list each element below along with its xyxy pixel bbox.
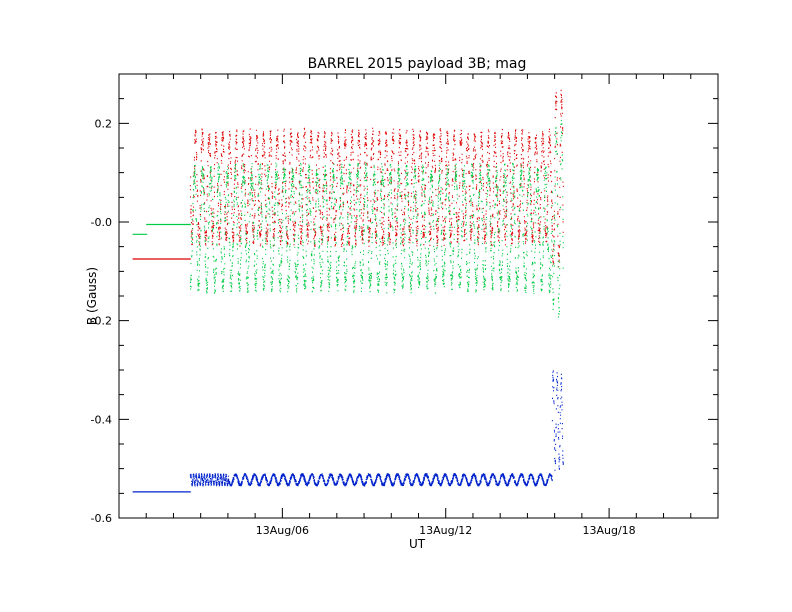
series-trace: [132, 119, 564, 318]
series-trace: [132, 370, 564, 493]
x-tick-label: 13Aug/18: [582, 524, 635, 537]
x-tick-label: 13Aug/06: [256, 524, 309, 537]
y-tick-label: -0.4: [91, 413, 112, 426]
chart-title: BARREL 2015 payload 3B; mag: [308, 56, 527, 72]
y-tick-label: -0.2: [91, 315, 112, 328]
y-tick-label: 0.2: [95, 117, 113, 130]
data-series: [132, 89, 564, 493]
series-trace: [132, 89, 564, 268]
axis-ticks: [118, 73, 719, 519]
plot-frame: [118, 73, 719, 519]
y-tick-label: -0.0: [91, 216, 112, 229]
x-axis-label: UT: [409, 537, 426, 551]
y-tick-label: -0.6: [91, 512, 112, 525]
y-axis-label: B (Gauss): [85, 267, 99, 325]
axes: 13Aug/06 13Aug/12 13Aug/18 0.2 -0.0 -0.2 -0.4 -…: [91, 73, 719, 537]
x-tick-label: 13Aug/12: [419, 524, 472, 537]
